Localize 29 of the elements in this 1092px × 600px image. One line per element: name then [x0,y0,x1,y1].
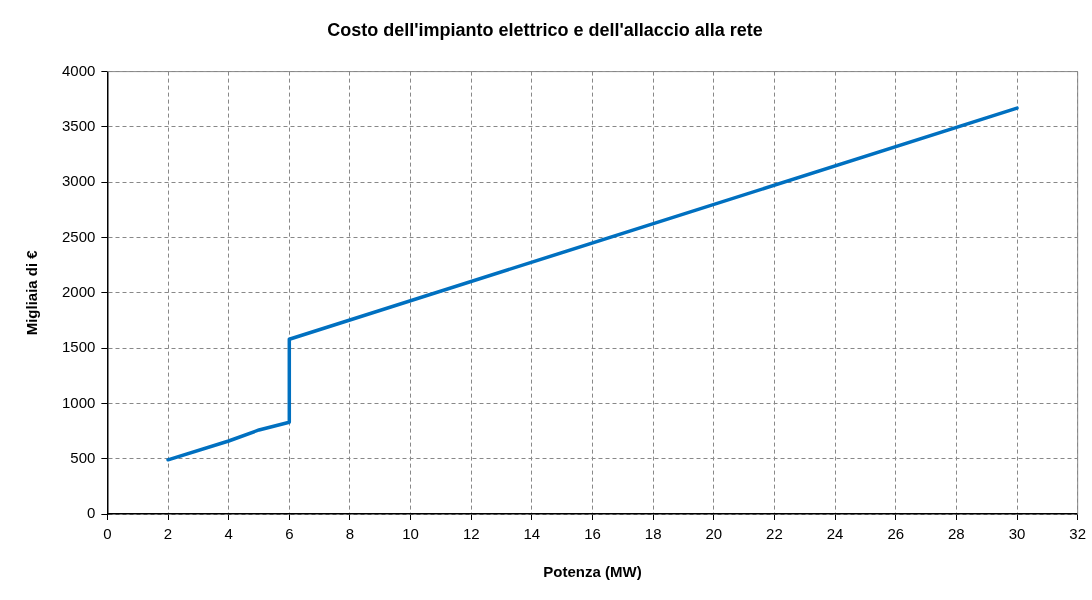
y-tick-label: 3000 [61,172,96,190]
x-tick-label: 12 [462,525,480,543]
x-tick-label: 2 [163,525,173,543]
x-tick-label: 0 [103,525,112,543]
y-tick-label: 500 [70,448,96,466]
chart-title: Costo dell'impianto elettrico e dell'allaccio alla rete [327,19,763,40]
y-tick-label: 3500 [61,117,96,135]
y-tick-label: 2500 [61,227,96,245]
x-tick-label: 18 [644,525,662,543]
y-tick-label: 0 [87,504,96,522]
x-tick-label: 30 [1008,525,1026,543]
x-tick-label: 26 [887,525,905,543]
x-tick-label: 14 [523,525,541,543]
x-tick-label: 8 [345,525,355,543]
y-axis-title: Migliaia di € [23,249,41,336]
x-tick-label: 16 [584,525,601,543]
x-tick-label: 20 [705,525,723,543]
x-tick-label: 6 [285,525,294,543]
x-tick-label: 24 [826,525,844,543]
x-tick-label: 22 [766,525,783,543]
y-tick-label: 2000 [61,282,96,300]
y-tick-label: 4000 [61,61,96,79]
x-tick-label: 32 [1069,525,1086,543]
x-tick-label: 4 [224,525,233,543]
y-tick-label: 1500 [61,338,96,356]
x-axis-title: Potenza (MW) [543,563,642,581]
y-tick-label: 1000 [61,393,96,411]
x-tick-label: 28 [948,525,965,543]
x-tick-label: 10 [402,525,419,543]
